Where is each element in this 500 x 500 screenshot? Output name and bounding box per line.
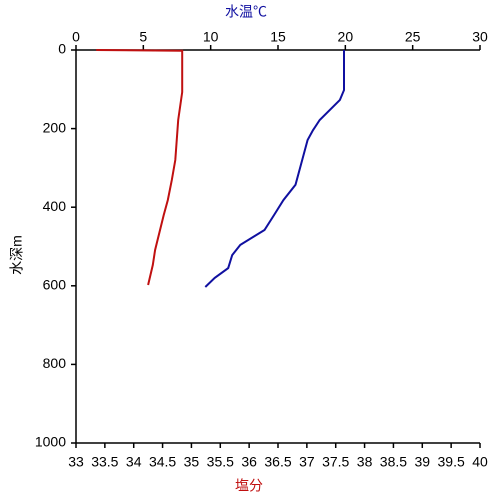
x-tick-label: 35.5 [207,454,234,470]
top-axis-title: 水温℃ [225,4,267,20]
x-tick-label: 38.5 [380,454,407,470]
x-tick-label: 36.5 [264,454,291,470]
x-tick-label: 39 [414,454,430,470]
bottom-axis-title: 塩分 [235,478,263,494]
x2-tick-label: 0 [72,29,80,45]
profile-line [96,49,184,286]
y-tick-label: 400 [43,198,67,214]
y-tick-label: 600 [43,277,67,293]
x2-tick-label: 30 [472,29,488,45]
x-tick-label: 36 [241,454,257,470]
y-tick-label: 800 [43,355,67,371]
x-tick-label: 37.5 [322,454,349,470]
x-tick-label: 38 [357,454,373,470]
x2-tick-label: 20 [338,29,354,45]
y-tick-label: 200 [43,119,67,135]
x-tick-label: 34.5 [149,454,176,470]
x2-tick-label: 10 [203,29,219,45]
y-tick-label: 1000 [35,434,66,450]
x-tick-label: 37 [299,454,315,470]
x-tick-label: 33.5 [91,454,118,470]
y-axis-title: 水深m [9,235,25,275]
x2-tick-label: 15 [270,29,286,45]
x-tick-label: 39.5 [438,454,465,470]
x-tick-label: 34 [126,454,142,470]
x2-tick-label: 5 [139,29,147,45]
x-tick-label: 40 [472,454,488,470]
x-tick-label: 35 [184,454,200,470]
profile-line [204,50,345,288]
x-tick-label: 33 [68,454,84,470]
x2-tick-label: 25 [405,29,421,45]
y-tick-label: 0 [58,41,66,57]
